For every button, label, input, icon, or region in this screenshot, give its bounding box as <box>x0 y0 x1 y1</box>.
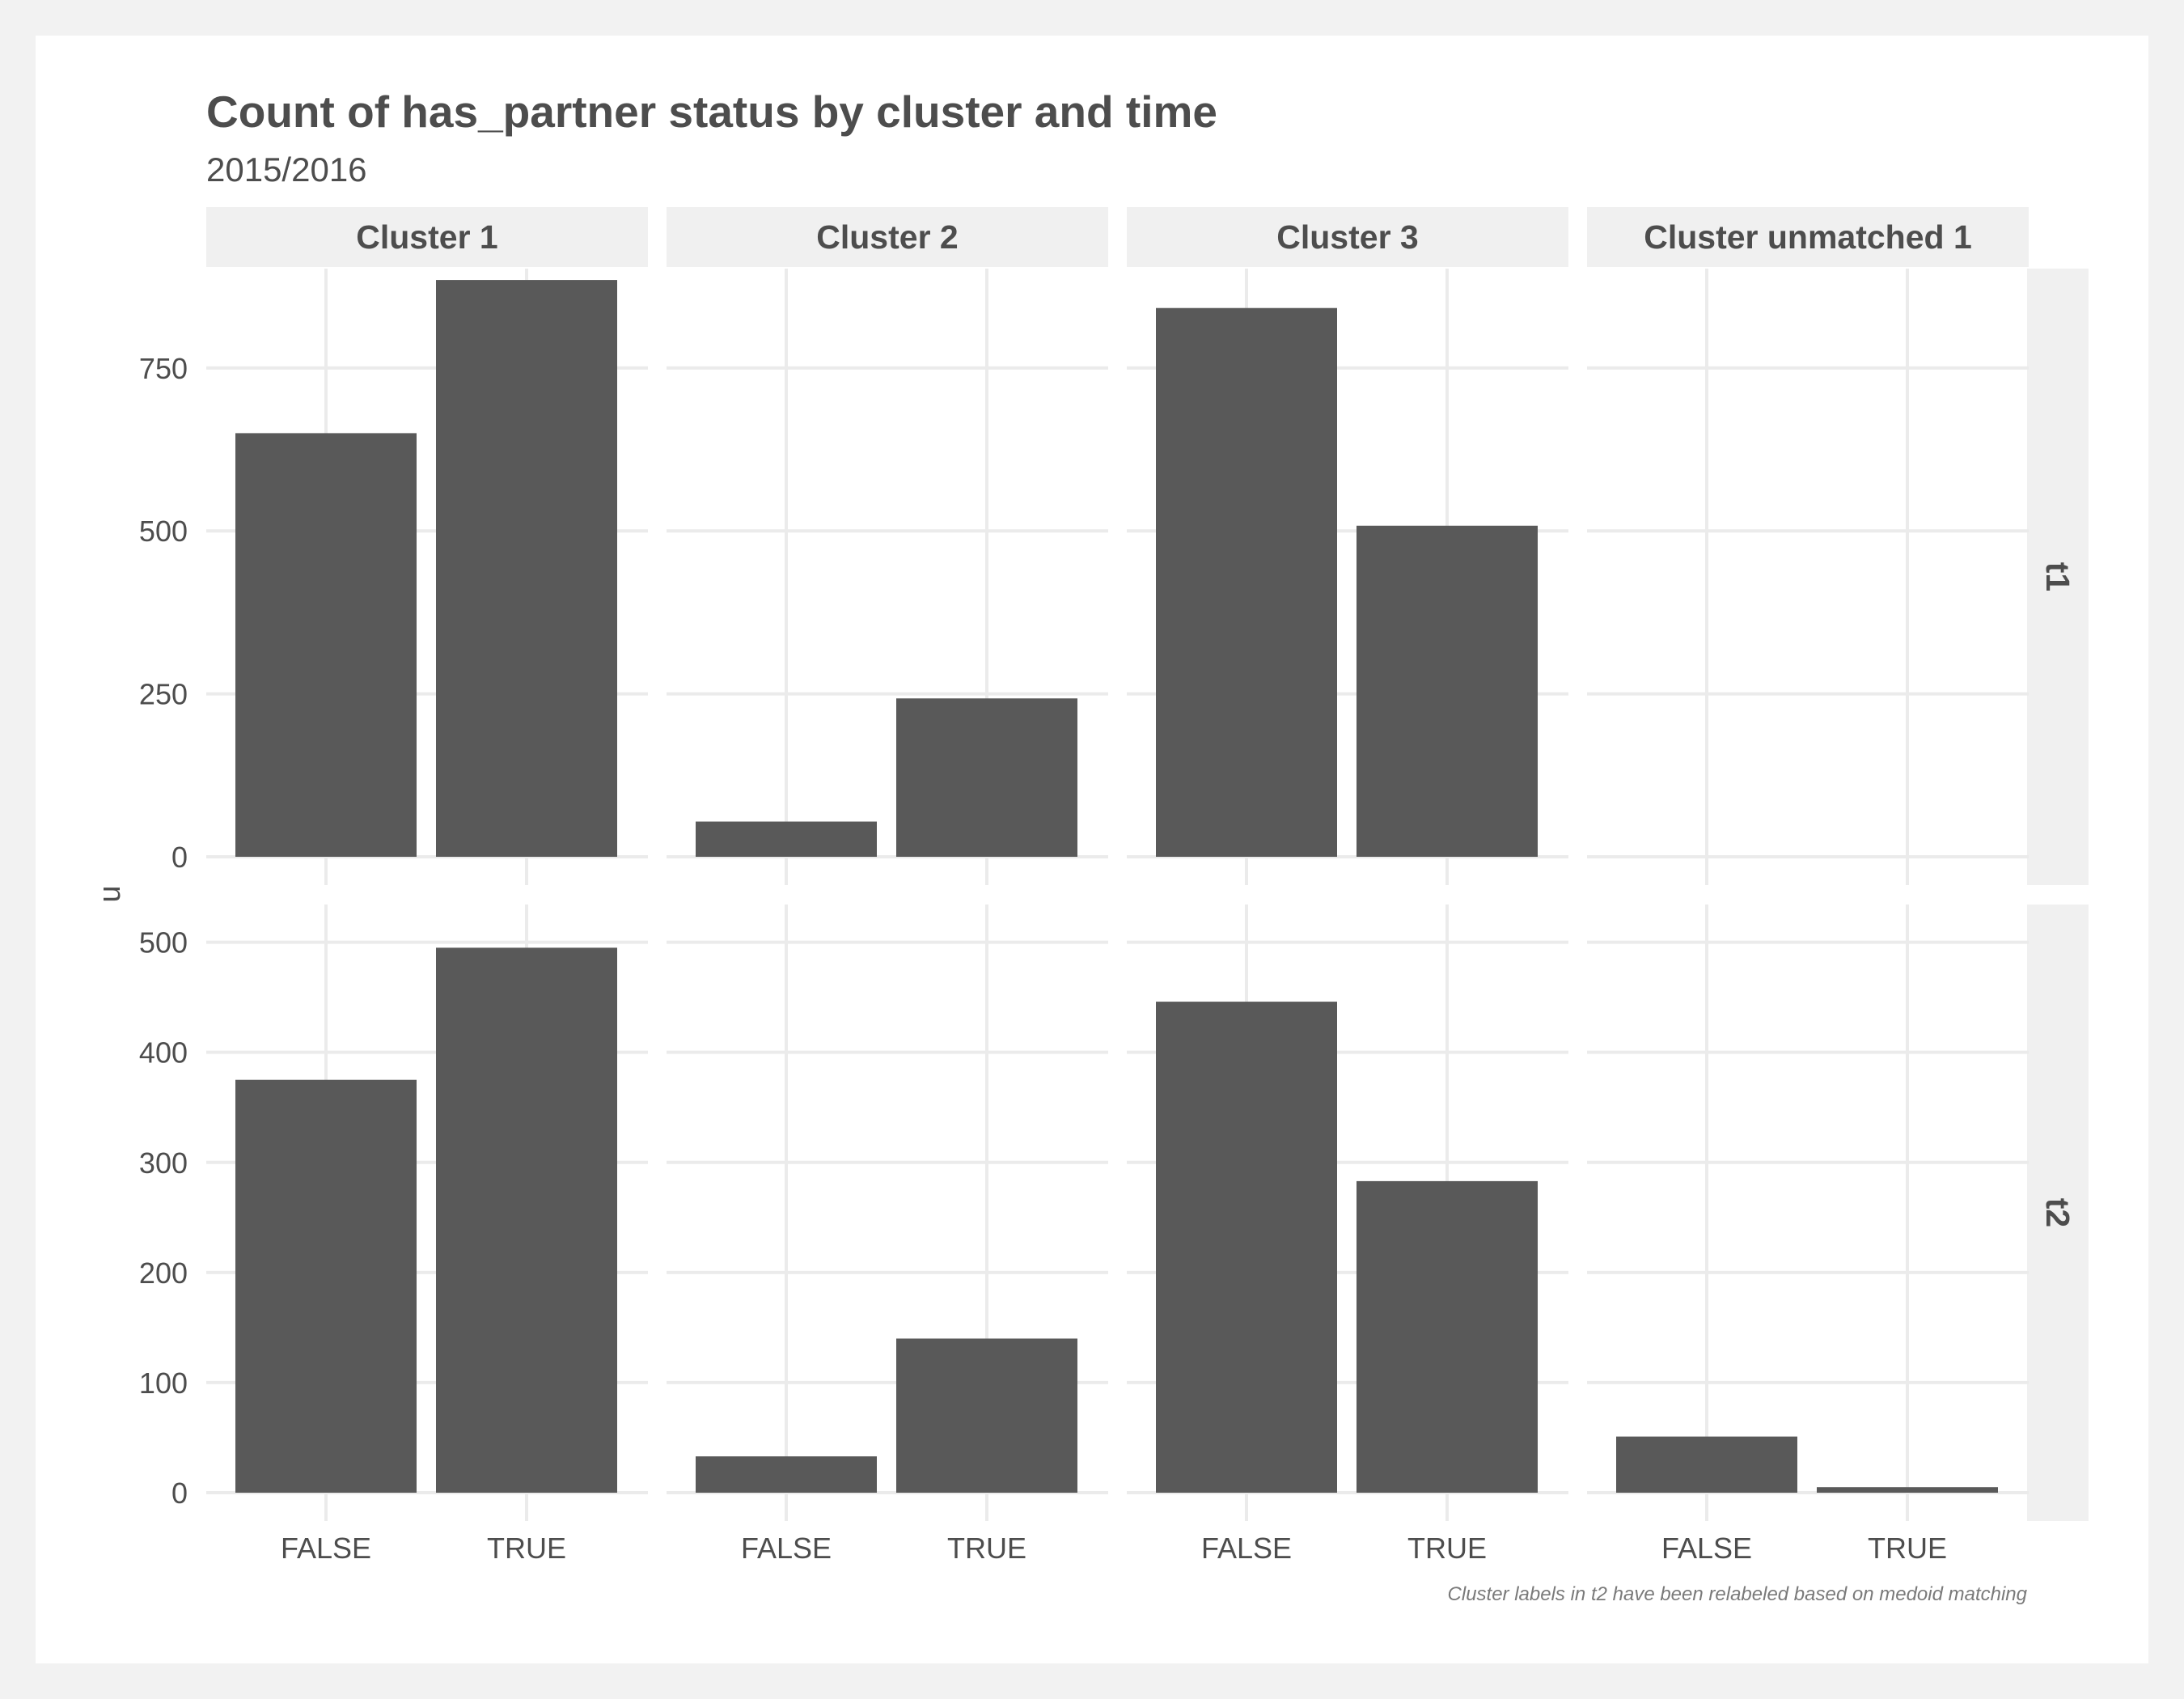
x-tick-label-false: FALSE <box>1661 1532 1752 1565</box>
x-tick-label-false: FALSE <box>1201 1532 1292 1565</box>
bar-t1-cluster-2-true <box>896 698 1077 857</box>
bar-t2-cluster-1-true <box>436 947 617 1493</box>
y-tick-label: 400 <box>139 1036 188 1070</box>
bar-t2-cluster-unmatched-1-false <box>1616 1436 1797 1493</box>
bar-t2-cluster-2-true <box>896 1338 1077 1493</box>
y-tick-label: 200 <box>139 1256 188 1290</box>
chart-card: Count of has_partner status by cluster a… <box>36 36 2148 1663</box>
x-tick-label-true: TRUE <box>1868 1532 1947 1565</box>
chart-title: Count of has_partner status by cluster a… <box>206 87 1217 137</box>
row-strip-label-t1: t1 <box>2039 562 2076 591</box>
y-tick-label: 500 <box>139 515 188 548</box>
row-strip-t1 <box>2027 269 2089 885</box>
y-axis-label: n <box>96 885 130 902</box>
faceted-bar-chart: Count of has_partner status by cluster a… <box>96 87 2089 1605</box>
strip-label-cluster-2: Cluster 2 <box>816 218 958 256</box>
x-tick-label-true: TRUE <box>947 1532 1026 1565</box>
strip-label-cluster-unmatched-1: Cluster unmatched 1 <box>1644 218 1972 256</box>
x-tick-label-true: TRUE <box>1407 1532 1487 1565</box>
chart-caption: Cluster labels in t2 have been relabeled… <box>1448 1583 2028 1605</box>
bar-t2-cluster-1-false <box>235 1079 417 1493</box>
strip-cluster-2 <box>667 207 1108 267</box>
y-tick-label: 0 <box>171 1477 188 1510</box>
strip-label-cluster-1: Cluster 1 <box>356 218 497 256</box>
bar-t2-cluster-3-true <box>1357 1180 1538 1493</box>
strip-cluster-1 <box>206 207 648 267</box>
bar-t1-cluster-3-true <box>1357 525 1538 857</box>
y-tick-label: 500 <box>139 926 188 960</box>
strip-label-cluster-3: Cluster 3 <box>1276 218 1418 256</box>
row-strip-t2 <box>2027 905 2089 1521</box>
strip-cluster-3 <box>1127 207 1568 267</box>
bar-t2-cluster-2-false <box>696 1456 877 1493</box>
y-tick-label: 750 <box>139 352 188 385</box>
chart-subtitle: 2015/2016 <box>206 150 367 189</box>
y-tick-label: 300 <box>139 1146 188 1180</box>
chart-panels: Cluster 1 Cluster 2 Cluster 3 Cluster unmat… <box>139 207 2089 1565</box>
x-tick-label-false: FALSE <box>741 1532 832 1565</box>
bar-t2-cluster-3-false <box>1156 1002 1337 1493</box>
bar-t1-cluster-1-false <box>235 433 417 857</box>
bar-t1-cluster-3-false <box>1156 307 1337 857</box>
y-tick-label: 100 <box>139 1366 188 1400</box>
y-tick-label: 250 <box>139 678 188 711</box>
bar-t1-cluster-2-false <box>696 821 877 857</box>
x-tick-label-false: FALSE <box>281 1532 371 1565</box>
bar-t2-cluster-unmatched-1-true <box>1817 1487 1998 1493</box>
y-tick-label: 0 <box>171 841 188 874</box>
bar-t1-cluster-1-true <box>436 280 617 857</box>
x-tick-label-true: TRUE <box>487 1532 566 1565</box>
strip-cluster-unmatched-1 <box>1587 207 2029 267</box>
row-strip-label-t2: t2 <box>2039 1198 2076 1227</box>
